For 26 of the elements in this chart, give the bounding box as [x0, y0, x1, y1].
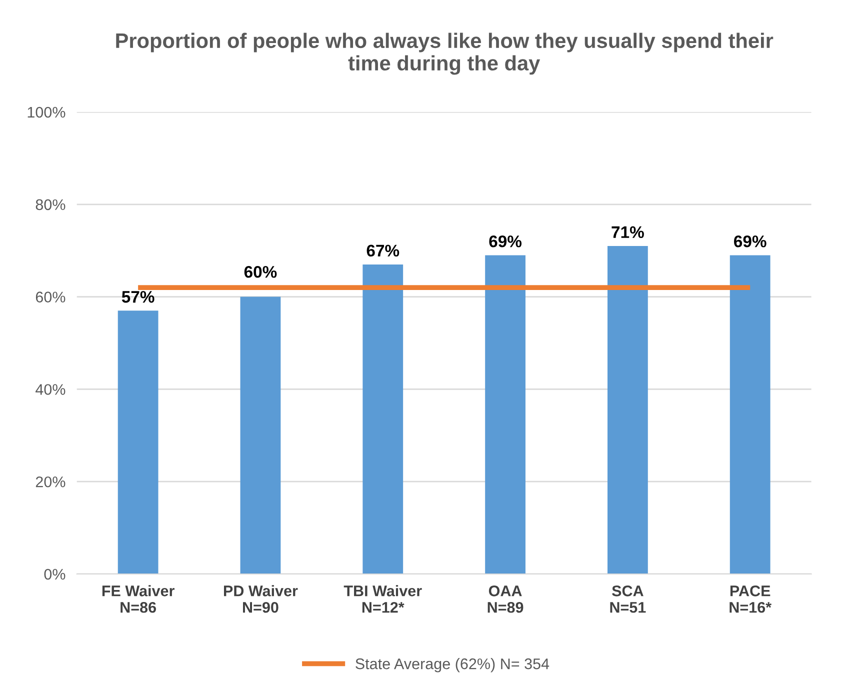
bar — [607, 246, 648, 574]
legend-label: State Average (62%) N= 354 — [356, 658, 550, 672]
y-tick-label: 100% — [28, 106, 66, 118]
x-tick-label: TBI Waiver N=12* — [344, 585, 422, 613]
y-tick-label: 40% — [36, 384, 66, 395]
data-label: 69% — [734, 236, 766, 248]
x-tick-label: FE Waiver N=86 — [102, 585, 174, 613]
data-label: 71% — [612, 226, 644, 238]
x-tick-label: PACE N=16* — [730, 586, 772, 613]
bar — [118, 310, 158, 574]
data-label: 57% — [122, 290, 154, 303]
x-tick-label: OAA N=89 — [488, 586, 524, 613]
chart-title: Proportion of people who always like how they usually spend their time during the day — [116, 32, 774, 75]
y-tick-label: 60% — [36, 292, 66, 302]
y-tick-label: 80% — [36, 199, 66, 210]
y-tick-label: 0% — [44, 568, 66, 580]
data-label: 67% — [366, 244, 400, 257]
data-label: 60% — [244, 266, 277, 278]
data-label: 69% — [489, 236, 522, 248]
bar — [485, 255, 526, 574]
bar — [362, 264, 404, 574]
y-tick-label: 20% — [36, 476, 66, 488]
bar — [240, 296, 281, 574]
bar — [730, 255, 770, 574]
x-tick-label: PD Waiver N=90 — [224, 585, 298, 613]
x-tick-label: SCA N=51 — [610, 586, 646, 613]
